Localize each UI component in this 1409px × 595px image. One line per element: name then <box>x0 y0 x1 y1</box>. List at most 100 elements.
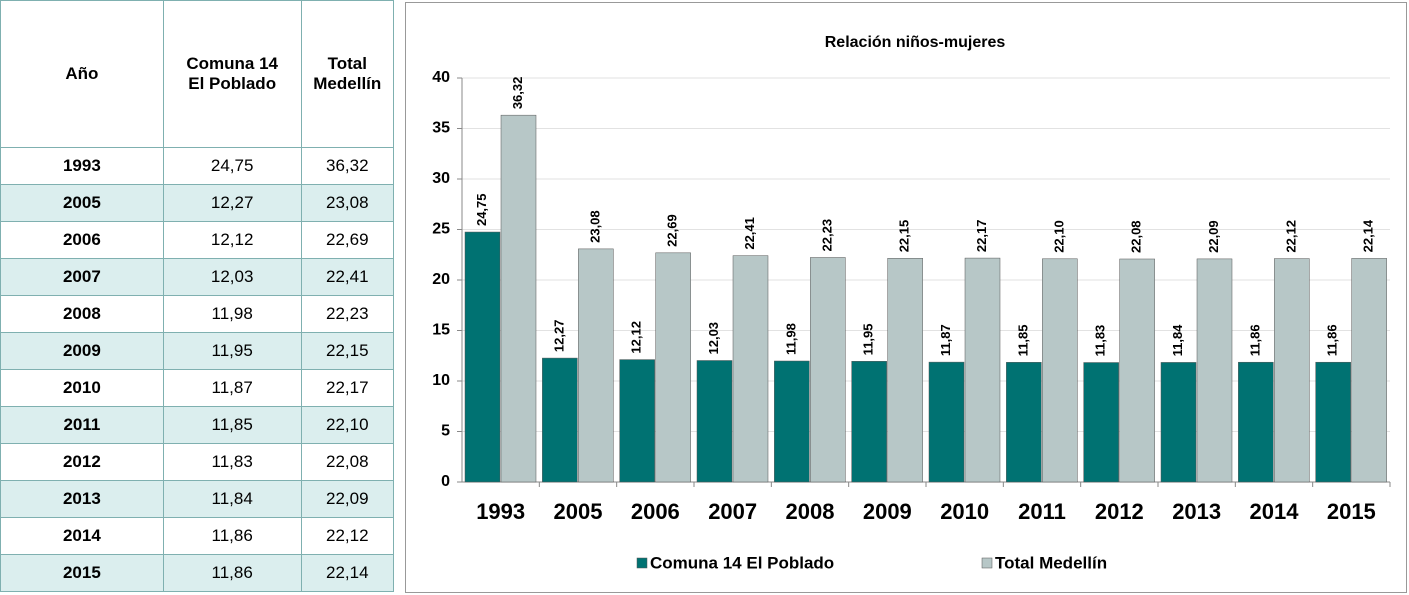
table-cell: 22,69 <box>300 221 395 259</box>
x-tick-label: 2006 <box>631 499 680 524</box>
bar <box>964 257 1001 483</box>
table-cell: 36,32 <box>300 147 395 185</box>
table-row: 2015 11,86 22,14 <box>0 554 395 592</box>
data-label: 22,17 <box>974 220 989 253</box>
table-row: 2012 11,83 22,08 <box>0 443 395 481</box>
y-tick-label: 35 <box>432 120 450 137</box>
data-label: 22,41 <box>742 217 757 250</box>
table-cell: 2008 <box>0 295 164 333</box>
chart-title: Relación niños-mujeres <box>825 34 1006 51</box>
bar <box>655 252 691 483</box>
bar <box>578 248 614 483</box>
bar <box>1160 362 1197 483</box>
x-tick-label: 2007 <box>708 499 757 524</box>
bar <box>619 359 655 483</box>
data-label: 11,86 <box>1247 324 1262 356</box>
table-row: 2007 12,03 22,41 <box>0 258 395 296</box>
data-label: 22,09 <box>1206 220 1221 253</box>
x-tick-label: 2008 <box>786 499 835 524</box>
table-body: 1993 24,75 36,32 2005 12,27 23,08 2006 12,12 22,… <box>0 147 395 592</box>
legend-label: Comuna 14 El Poblado <box>650 553 834 572</box>
legend-label: Total Medellín <box>995 553 1107 572</box>
data-label: 11,83 <box>1093 325 1108 357</box>
table-cell: 23,08 <box>300 184 395 222</box>
bar <box>500 114 537 483</box>
table-row: 2006 12,12 22,69 <box>0 221 395 259</box>
table-cell: 11,83 <box>162 443 302 481</box>
table-row: 1993 24,75 36,32 <box>0 147 395 185</box>
x-tick-label: 1993 <box>476 499 525 524</box>
header-row: Año Comuna 14 El Poblado Total Medellín <box>0 0 395 148</box>
bar <box>1006 362 1042 483</box>
table-cell: 22,23 <box>300 295 395 333</box>
data-label: 11,98 <box>783 323 798 355</box>
bar <box>851 361 887 483</box>
data-label: 22,23 <box>819 219 834 252</box>
bar <box>1315 361 1351 483</box>
legend-marker <box>981 557 993 569</box>
bar <box>1238 361 1274 483</box>
data-label: 23,08 <box>587 210 602 243</box>
table-row: 2011 11,85 22,10 <box>0 406 395 444</box>
x-tick-label: 2013 <box>1172 499 1221 524</box>
data-label: 22,69 <box>665 214 680 247</box>
table-cell: 12,03 <box>162 258 302 296</box>
data-label: 36,32 <box>510 77 525 110</box>
data-label: 11,86 <box>1325 324 1340 356</box>
x-tick-label: 2009 <box>863 499 912 524</box>
data-label: 22,10 <box>1051 220 1066 253</box>
data-table: Año Comuna 14 El Poblado Total Medellín 199… <box>0 0 395 592</box>
y-tick-label: 30 <box>432 170 450 187</box>
table-cell: 2015 <box>0 554 164 592</box>
table-cell: 2009 <box>0 332 164 370</box>
y-tick-label: 15 <box>432 322 450 339</box>
y-tick-label: 20 <box>432 271 450 288</box>
bar <box>1083 362 1119 483</box>
table-cell: 2014 <box>0 517 164 555</box>
table-row: 2009 11,95 22,15 <box>0 332 395 370</box>
data-label: 22,08 <box>1129 220 1144 253</box>
column-header: Comuna 14 El Poblado <box>162 0 302 148</box>
column-header: Total Medellín <box>300 0 395 148</box>
bar <box>696 360 733 483</box>
table-cell: 2005 <box>0 184 164 222</box>
y-tick-label: 0 <box>441 473 450 490</box>
y-tick-label: 5 <box>441 423 450 440</box>
table-row: 2013 11,84 22,09 <box>0 480 395 518</box>
table-cell: 22,17 <box>300 369 395 407</box>
table-cell: 2010 <box>0 369 164 407</box>
x-tick-label: 2014 <box>1250 499 1300 524</box>
table-cell: 11,86 <box>162 517 302 555</box>
y-tick-label: 40 <box>432 69 450 86</box>
table-cell: 12,27 <box>162 184 302 222</box>
bar <box>732 255 769 483</box>
data-label: 24,75 <box>474 193 489 226</box>
table-cell: 22,15 <box>300 332 395 370</box>
data-label: 11,84 <box>1170 324 1185 357</box>
data-label: 11,85 <box>1015 324 1030 356</box>
bar <box>810 257 846 483</box>
table-cell: 22,09 <box>300 480 395 518</box>
table-row: 2014 11,86 22,12 <box>0 517 395 555</box>
data-label: 22,12 <box>1283 220 1298 253</box>
table-cell: 11,86 <box>162 554 302 592</box>
bar <box>887 258 923 483</box>
table-row: 2010 11,87 22,17 <box>0 369 395 407</box>
y-tick-label: 25 <box>432 221 450 238</box>
table-row: 2005 12,27 23,08 <box>0 184 395 222</box>
bar <box>928 361 965 483</box>
table-cell: 11,87 <box>162 369 302 407</box>
table-cell: 11,84 <box>162 480 302 518</box>
table-cell: 11,98 <box>162 295 302 333</box>
table-cell: 1993 <box>0 147 164 185</box>
column-header: Año <box>0 0 164 148</box>
data-label: 12,12 <box>629 321 644 354</box>
bar <box>464 231 501 483</box>
table-cell: 2013 <box>0 480 164 518</box>
table-cell: 12,12 <box>162 221 302 259</box>
data-label: 12,03 <box>706 322 721 355</box>
table-cell: 11,95 <box>162 332 302 370</box>
data-label: 12,27 <box>551 320 566 353</box>
x-tick-label: 2015 <box>1327 499 1376 524</box>
